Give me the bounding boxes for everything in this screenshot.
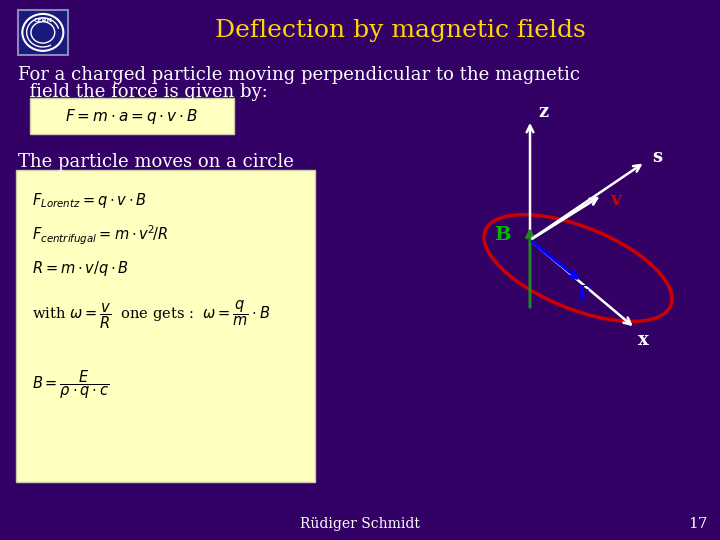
Text: B: B: [494, 226, 510, 244]
Text: z: z: [538, 103, 548, 121]
Text: $F = m \cdot a = q \cdot v \cdot B$: $F = m \cdot a = q \cdot v \cdot B$: [66, 106, 199, 125]
Text: $B = \dfrac{E}{\rho \cdot q \cdot c}$: $B = \dfrac{E}{\rho \cdot q \cdot c}$: [32, 369, 109, 401]
Text: CERN: CERN: [33, 18, 53, 23]
Text: s: s: [652, 148, 662, 166]
Text: F: F: [577, 285, 590, 303]
Text: Deflection by magnetic fields: Deflection by magnetic fields: [215, 18, 585, 42]
Text: $F_{centrifugal} = m \cdot v^2\!/R$: $F_{centrifugal} = m \cdot v^2\!/R$: [32, 224, 168, 247]
FancyBboxPatch shape: [16, 170, 315, 482]
Text: v: v: [610, 191, 621, 209]
Text: field the force is given by:: field the force is given by:: [18, 83, 268, 101]
Text: x: x: [638, 331, 649, 349]
Text: 17: 17: [688, 517, 708, 531]
Text: with $\omega = \dfrac{v}{R}$  one gets :  $\omega = \dfrac{q}{m} \cdot B$: with $\omega = \dfrac{v}{R}$ one gets : …: [32, 299, 270, 331]
FancyBboxPatch shape: [30, 98, 234, 134]
Text: $R = m \cdot v / q \cdot B$: $R = m \cdot v / q \cdot B$: [32, 259, 129, 278]
Text: $F_{Lorentz} = q \cdot v \cdot B$: $F_{Lorentz} = q \cdot v \cdot B$: [32, 191, 147, 210]
Text: Rüdiger Schmidt: Rüdiger Schmidt: [300, 517, 420, 531]
Text: The particle moves on a circle: The particle moves on a circle: [18, 153, 294, 171]
Text: For a charged particle moving perpendicular to the magnetic: For a charged particle moving perpendicu…: [18, 66, 580, 84]
